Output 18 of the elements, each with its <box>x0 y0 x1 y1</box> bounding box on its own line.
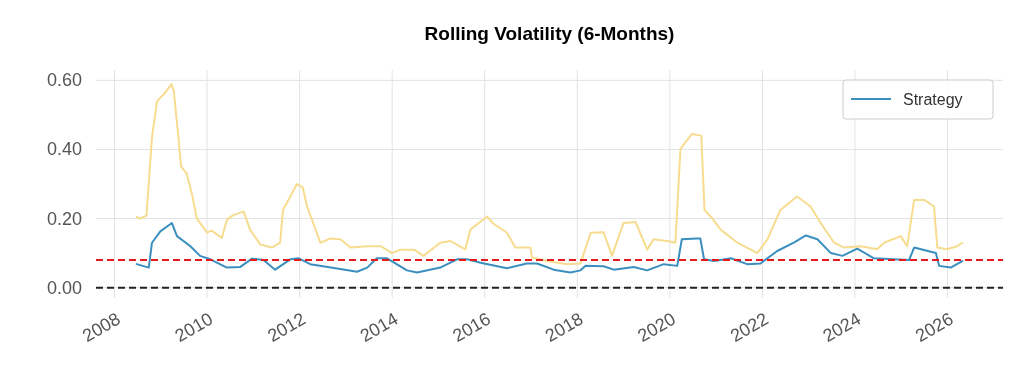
x-tick-label: 2012 <box>264 308 309 346</box>
x-tick-label: 2008 <box>79 308 124 346</box>
chart-title: Rolling Volatility (6-Months) <box>424 23 675 44</box>
y-tick-label: 0.00 <box>46 277 82 298</box>
x-tick-label: 2010 <box>171 308 217 346</box>
line-series <box>135 222 964 274</box>
line-series <box>135 83 964 266</box>
y-tick-label: 0.20 <box>46 208 82 229</box>
x-tick-label: 2014 <box>356 308 402 346</box>
x-tick-label: 2026 <box>911 308 957 346</box>
x-tick-label: 2018 <box>541 308 587 346</box>
x-tick-label: 2022 <box>726 308 772 346</box>
y-tick-label: 0.40 <box>46 139 82 160</box>
x-tick-label: 2020 <box>634 308 680 346</box>
x-tick-label: 2016 <box>449 308 494 346</box>
x-tick-label: 2024 <box>819 308 865 346</box>
y-tick-label: 0.60 <box>46 70 82 91</box>
legend-label: Strategy <box>903 91 963 108</box>
